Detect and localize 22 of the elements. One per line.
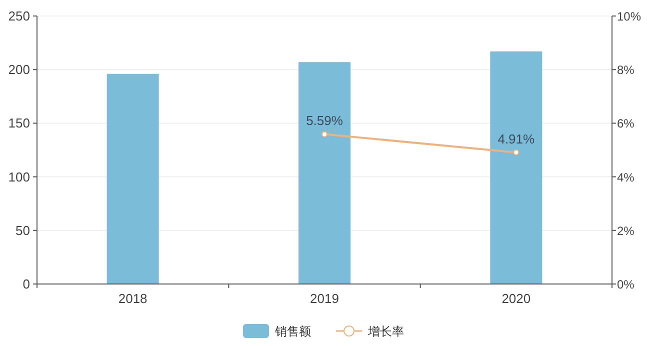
y-tick-label: 0 bbox=[22, 276, 30, 292]
y-tick-label: 250 bbox=[8, 8, 30, 24]
bar bbox=[106, 74, 159, 284]
y-tick-label: 100 bbox=[8, 169, 30, 184]
legend-label: 销售额 bbox=[274, 324, 311, 338]
y-tick-label: 200 bbox=[8, 62, 30, 78]
y2-tick-label: 4% bbox=[617, 170, 635, 184]
bar bbox=[298, 62, 350, 284]
y-tick-label: 50 bbox=[16, 222, 30, 238]
y2-tick-label: 10% bbox=[617, 10, 642, 24]
y2-tick-label: 8% bbox=[617, 63, 635, 78]
legend-label: 增长率 bbox=[367, 324, 404, 338]
data-label: 5.59% bbox=[306, 113, 344, 128]
data-label: 4.91% bbox=[498, 131, 536, 146]
x-tick-label: 2018 bbox=[118, 291, 148, 306]
y-tick-label: 150 bbox=[8, 116, 30, 131]
bar bbox=[490, 51, 542, 284]
x-tick-label: 2020 bbox=[502, 291, 531, 306]
y2-tick-label: 2% bbox=[617, 224, 635, 238]
y2-tick-label: 6% bbox=[617, 116, 635, 131]
x-tick-label: 2019 bbox=[310, 291, 339, 306]
y2-tick-label: 0% bbox=[617, 278, 635, 292]
